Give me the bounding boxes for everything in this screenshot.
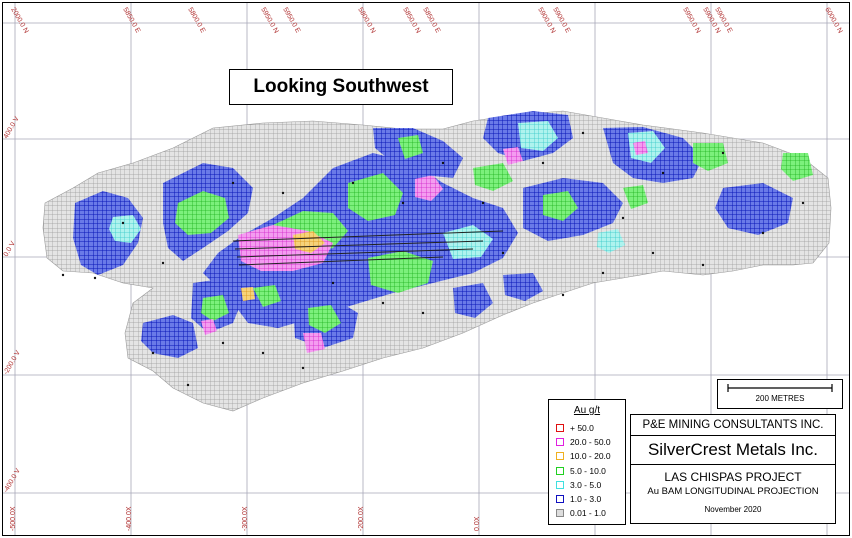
- grade-zones: [73, 111, 813, 358]
- left-tick-label: -400.0 V: [3, 467, 22, 494]
- legend-item: 3.0 - 5.0: [549, 478, 625, 492]
- top-tick-label: 5850.0 E: [421, 7, 441, 35]
- legend-swatch: [556, 452, 564, 461]
- map-date: November 2020: [704, 505, 762, 514]
- drill-traces: [232, 230, 504, 266]
- legend-title: Au g/t: [573, 405, 601, 416]
- legend-item: 10.0 - 20.0: [549, 449, 625, 463]
- title-block: P&E MINING CONSULTANTS INC. SilverCrest …: [630, 414, 836, 524]
- legend-label: + 50.0: [570, 423, 594, 434]
- projection-subtitle: Au BAM LONGITUDINAL PROJECTION: [647, 486, 819, 497]
- legend-label: 1.0 - 3.0: [570, 494, 602, 505]
- legend-item: 1.0 - 3.0: [549, 492, 625, 506]
- legend-item: 5.0 - 10.0: [549, 464, 625, 478]
- left-tick-label: 400.0 V: [3, 115, 21, 140]
- top-tick-label: 5800.0 E: [186, 7, 206, 35]
- legend-item: 20.0 - 50.0: [549, 435, 625, 449]
- bottom-tick-label: -300.0X: [242, 506, 249, 531]
- legend-label: 0.01 - 1.0: [570, 508, 606, 519]
- scale-label: 200 METRES: [755, 394, 805, 403]
- legend-label: 20.0 - 50.0: [570, 437, 611, 448]
- project-name: LAS CHISPAS PROJECT: [664, 470, 802, 484]
- top-tick-label: 5800.0 N: [356, 7, 376, 35]
- legend-label: 5.0 - 10.0: [570, 465, 606, 476]
- legend-label: 10.0 - 20.0: [570, 451, 611, 462]
- scale-bar: 200 METRES: [717, 379, 843, 409]
- legend-swatch: [556, 509, 564, 518]
- bottom-tick-labels: -500.0X -400.0X -300.0X -200.0X 0.0X: [10, 506, 481, 531]
- top-tick-label: 5950.0 N: [681, 7, 701, 35]
- legend-label: 3.0 - 5.0: [570, 479, 602, 490]
- left-tick-labels: 400.0 V0.0 V-200.0 V-400.0 V: [3, 115, 22, 494]
- legend-swatch: [556, 495, 564, 504]
- top-tick-label: 5950.0 N: [259, 7, 279, 35]
- legend-swatch: [556, 438, 564, 447]
- consultant-name: P&E MINING CONSULTANTS INC.: [631, 415, 835, 436]
- legend-item: 0.01 - 1.0: [549, 506, 625, 520]
- bottom-tick-label: -400.0X: [126, 506, 133, 531]
- longitudinal-projection-map: 2000.0 N 5850.0 E 5800.0 E 5950.0 N 5950.0 E…: [3, 3, 849, 535]
- bottom-tick-label: -200.0X: [358, 506, 365, 531]
- legend-item: + 50.0: [549, 421, 625, 435]
- top-tick-labels: 2000.0 N 5850.0 E 5800.0 E 5950.0 N 5950.0 E…: [9, 7, 843, 35]
- legend-swatch: [556, 424, 564, 433]
- bottom-tick-label: -500.0X: [10, 506, 17, 531]
- grade-legend: Au g/t + 50.0 20.0 - 50.0 10.0 - 20.0 5.0 -…: [548, 399, 626, 525]
- left-tick-label: -200.0 V: [3, 349, 22, 376]
- company-name: SilverCrest Metals Inc.: [631, 436, 835, 465]
- bottom-tick-label: 0.0X: [474, 516, 481, 531]
- drill-points: [61, 131, 805, 387]
- legend-swatch: [556, 466, 564, 475]
- top-tick-label: 6000.0 N: [823, 7, 843, 35]
- top-tick-label: 5950.0 E: [281, 7, 301, 35]
- top-tick-label: 2000.0 N: [9, 7, 29, 35]
- top-tick-label: 5850.0 N: [401, 7, 421, 35]
- legend-swatch: [556, 480, 564, 489]
- view-direction-label: Looking Southwest: [229, 69, 453, 105]
